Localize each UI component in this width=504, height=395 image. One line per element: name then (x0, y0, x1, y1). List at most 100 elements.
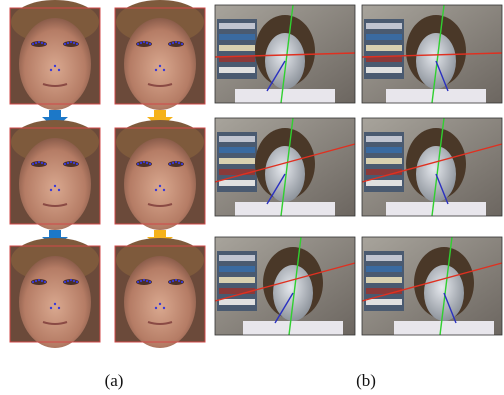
landmark (172, 280, 174, 282)
landmark (181, 281, 183, 283)
books (366, 299, 402, 305)
books (366, 34, 402, 40)
landmark (175, 279, 177, 281)
landmark (159, 65, 161, 67)
landmark (172, 162, 174, 164)
landmark (155, 307, 157, 309)
landmark (38, 279, 40, 281)
landmark (44, 163, 46, 165)
books (219, 67, 255, 73)
landmark (64, 43, 66, 45)
landmark (143, 279, 145, 281)
landmark (64, 163, 66, 165)
landmark (137, 43, 139, 45)
landmark (159, 303, 161, 305)
books (366, 255, 402, 261)
landmark (76, 43, 78, 45)
books (366, 136, 402, 142)
landmark (58, 189, 60, 191)
books (366, 23, 402, 29)
landmark (70, 41, 72, 43)
books (219, 277, 255, 283)
landmark (67, 42, 69, 44)
landmark (149, 163, 151, 165)
landmark (169, 281, 171, 283)
landmark (163, 69, 165, 71)
books (366, 45, 402, 51)
caption: (b) (356, 371, 376, 390)
landmark (143, 41, 145, 43)
landmark (54, 303, 56, 305)
books (219, 136, 255, 142)
panels (10, 0, 502, 348)
books (219, 255, 255, 261)
landmark (70, 161, 72, 163)
landmark (73, 162, 75, 164)
landmark (32, 43, 34, 45)
landmark (172, 42, 174, 44)
books (219, 34, 255, 40)
landmark (146, 162, 148, 164)
books (366, 180, 402, 186)
landmark (178, 162, 180, 164)
landmark (181, 163, 183, 165)
figure: (a) (b) (0, 0, 504, 395)
face (19, 18, 91, 110)
landmark (76, 281, 78, 283)
landmark (175, 161, 177, 163)
landmark (41, 162, 43, 164)
books (366, 67, 402, 73)
landmark (38, 41, 40, 43)
landmark (32, 163, 34, 165)
landmark (67, 280, 69, 282)
landmark (54, 65, 56, 67)
landmark (73, 42, 75, 44)
landmark (140, 42, 142, 44)
landmark (163, 189, 165, 191)
landmark (169, 163, 171, 165)
landmark (64, 281, 66, 283)
landmark (35, 280, 37, 282)
shoulders (386, 202, 486, 216)
landmark (50, 189, 52, 191)
landmark (41, 42, 43, 44)
face (19, 138, 91, 230)
landmark (159, 185, 161, 187)
books (219, 23, 255, 29)
landmark (155, 69, 157, 71)
shoulders (235, 202, 335, 216)
shoulders (394, 321, 494, 335)
landmark (50, 307, 52, 309)
landmark (146, 42, 148, 44)
landmark (175, 41, 177, 43)
face (124, 256, 196, 348)
caption: (a) (105, 371, 124, 390)
books (219, 299, 255, 305)
landmark (137, 281, 139, 283)
landmark (73, 280, 75, 282)
landmark (155, 189, 157, 191)
shoulders (243, 321, 343, 335)
shoulders (235, 89, 335, 103)
landmark (67, 162, 69, 164)
landmark (140, 162, 142, 164)
landmark (137, 163, 139, 165)
landmark (149, 43, 151, 45)
landmark (32, 281, 34, 283)
landmark (178, 42, 180, 44)
landmark (163, 307, 165, 309)
landmark (169, 43, 171, 45)
books (219, 147, 255, 153)
landmark (44, 43, 46, 45)
landmark (54, 185, 56, 187)
landmark (146, 280, 148, 282)
landmark (58, 307, 60, 309)
books (219, 266, 255, 272)
books (219, 180, 255, 186)
landmark (35, 162, 37, 164)
landmark (35, 42, 37, 44)
landmark (44, 281, 46, 283)
landmark (149, 281, 151, 283)
books (366, 147, 402, 153)
landmark (70, 279, 72, 281)
